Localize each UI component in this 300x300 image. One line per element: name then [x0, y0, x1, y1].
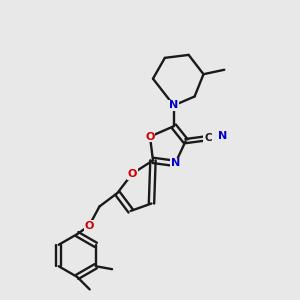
- Text: N: N: [218, 131, 227, 141]
- Text: C: C: [204, 133, 212, 143]
- Text: N: N: [171, 158, 180, 168]
- Text: O: O: [84, 221, 94, 231]
- Text: N: N: [169, 100, 178, 110]
- Text: O: O: [128, 169, 137, 179]
- Text: O: O: [145, 132, 155, 142]
